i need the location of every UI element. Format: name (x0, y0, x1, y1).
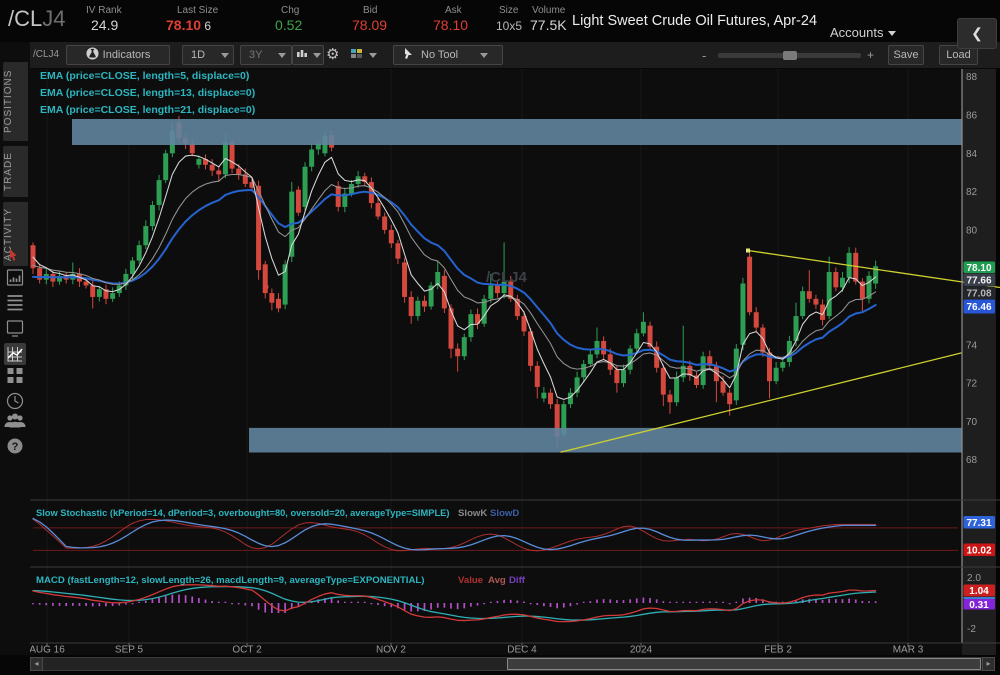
svg-text:Slow Stochastic (kPeriod=14, d: Slow Stochastic (kPeriod=14, dPeriod=3, … (36, 508, 449, 518)
svg-text:78.10: 78.10 (966, 263, 991, 274)
svg-text:MAR 3: MAR 3 (893, 645, 924, 656)
svg-text:DEC 4: DEC 4 (507, 645, 537, 656)
svg-text:88: 88 (966, 72, 978, 83)
svg-text:82: 82 (966, 187, 978, 198)
svg-text:80: 80 (966, 225, 978, 236)
svg-text:74: 74 (966, 340, 978, 351)
svg-text:2.0: 2.0 (967, 573, 981, 584)
svg-text:FEB 2: FEB 2 (764, 645, 792, 656)
svg-text:/CLJ4: /CLJ4 (486, 269, 528, 286)
svg-text:0.31: 0.31 (969, 600, 989, 611)
svg-text:SEP 5: SEP 5 (115, 645, 144, 656)
svg-text:68: 68 (966, 455, 978, 466)
svg-text:Avg: Avg (488, 575, 506, 586)
svg-text:77.31: 77.31 (966, 518, 991, 529)
svg-text:77.66: 77.66 (966, 275, 991, 286)
svg-text:MACD (fastLength=12, slowLengt: MACD (fastLength=12, slowLength=26, macd… (36, 575, 424, 586)
svg-text:EMA (price=CLOSE, length=13, d: EMA (price=CLOSE, length=13, displace=0) (40, 87, 255, 99)
svg-text:?: ? (12, 441, 19, 453)
svg-text:84: 84 (966, 149, 978, 160)
svg-text:SlowK: SlowK (458, 508, 487, 519)
svg-text:AUG 16: AUG 16 (29, 645, 65, 656)
svg-text:70: 70 (966, 417, 978, 428)
svg-text:Diff: Diff (509, 575, 526, 586)
svg-text:OCT 2: OCT 2 (232, 645, 262, 656)
svg-text:Value: Value (458, 575, 483, 586)
svg-text:SlowD: SlowD (490, 508, 519, 519)
svg-text:2024: 2024 (630, 645, 653, 656)
svg-text:76.46: 76.46 (966, 302, 991, 313)
svg-text:10.02: 10.02 (966, 545, 991, 556)
svg-text:-2: -2 (967, 624, 976, 635)
svg-text:77.08: 77.08 (966, 288, 991, 299)
svg-text:72: 72 (966, 379, 978, 390)
svg-text:86: 86 (966, 111, 978, 122)
svg-text:1.04: 1.04 (969, 586, 989, 597)
svg-text:EMA (price=CLOSE, length=21, d: EMA (price=CLOSE, length=21, displace=0) (40, 104, 255, 116)
svg-text:NOV 2: NOV 2 (376, 645, 406, 656)
svg-text:EMA (price=CLOSE, length=5, di: EMA (price=CLOSE, length=5, displace=0) (40, 70, 249, 82)
